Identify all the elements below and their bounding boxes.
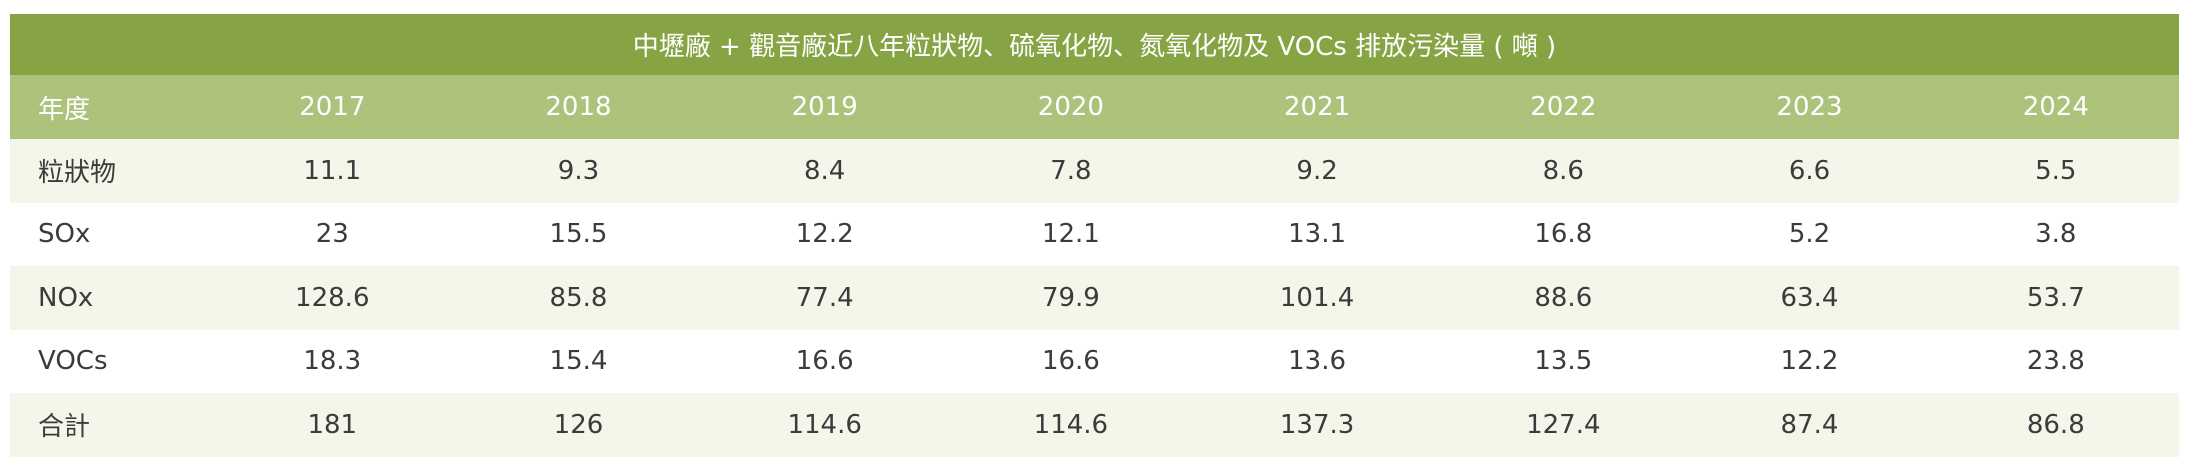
table-cell: 101.4 xyxy=(1193,266,1441,330)
table-cell: 137.3 xyxy=(1193,393,1441,457)
header-year: 2023 xyxy=(1686,75,1933,139)
emissions-table-container: 中壢廠 + 觀音廠近八年粒狀物、硫氧化物、氮氧化物及 VOCs 排放污染量 ( … xyxy=(10,14,2179,457)
row-label: 合計 xyxy=(10,393,210,457)
table-row: NOx 128.6 85.8 77.4 79.9 101.4 88.6 63.4… xyxy=(10,266,2179,330)
header-year: 2021 xyxy=(1193,75,1441,139)
header-year-label: 年度 xyxy=(10,75,210,139)
header-year: 2018 xyxy=(455,75,702,139)
table-cell: 11.1 xyxy=(209,139,456,203)
table-cell: 126 xyxy=(455,393,702,457)
table-cell: 18.3 xyxy=(209,329,456,393)
table-cell: 13.1 xyxy=(1193,202,1441,266)
header-year: 2017 xyxy=(209,75,456,139)
table-cell: 85.8 xyxy=(455,266,702,330)
table-cell: 8.4 xyxy=(701,139,948,203)
table-cell: 88.6 xyxy=(1440,266,1687,330)
table-cell: 5.5 xyxy=(1932,139,2179,203)
header-year: 2022 xyxy=(1440,75,1687,139)
table-cell: 9.2 xyxy=(1193,139,1441,203)
table-cell: 63.4 xyxy=(1686,266,1933,330)
table-cell: 87.4 xyxy=(1686,393,1933,457)
table-cell: 15.4 xyxy=(455,329,702,393)
table-cell: 16.6 xyxy=(701,329,948,393)
table-row-total: 合計 181 126 114.6 114.6 137.3 127.4 87.4 … xyxy=(10,393,2179,457)
table-cell: 13.5 xyxy=(1440,329,1687,393)
table-cell: 114.6 xyxy=(701,393,948,457)
table-cell: 5.2 xyxy=(1686,202,1933,266)
table-cell: 12.2 xyxy=(701,202,948,266)
table-cell: 86.8 xyxy=(1932,393,2179,457)
row-label: SOx xyxy=(10,202,210,266)
table-cell: 12.1 xyxy=(947,202,1194,266)
table-header-row: 年度 2017 2018 2019 2020 2021 2022 2023 20… xyxy=(10,75,2179,139)
emissions-table: 中壢廠 + 觀音廠近八年粒狀物、硫氧化物、氮氧化物及 VOCs 排放污染量 ( … xyxy=(10,14,2179,457)
table-cell: 6.6 xyxy=(1686,139,1933,203)
table-row: SOx 23 15.5 12.2 12.1 13.1 16.8 5.2 3.8 xyxy=(10,202,2179,266)
table-cell: 13.6 xyxy=(1193,329,1441,393)
row-label: VOCs xyxy=(10,329,210,393)
row-label: 粒狀物 xyxy=(10,139,210,203)
table-cell: 181 xyxy=(209,393,456,457)
table-cell: 7.8 xyxy=(947,139,1194,203)
table-cell: 77.4 xyxy=(701,266,948,330)
table-cell: 53.7 xyxy=(1932,266,2179,330)
table-title: 中壢廠 + 觀音廠近八年粒狀物、硫氧化物、氮氧化物及 VOCs 排放污染量 ( … xyxy=(10,14,2179,75)
table-cell: 15.5 xyxy=(455,202,702,266)
table-cell: 3.8 xyxy=(1932,202,2179,266)
table-cell: 79.9 xyxy=(947,266,1194,330)
table-cell: 9.3 xyxy=(455,139,702,203)
table-cell: 16.8 xyxy=(1440,202,1687,266)
table-cell: 23 xyxy=(209,202,456,266)
row-label: NOx xyxy=(10,266,210,330)
table-title-row: 中壢廠 + 觀音廠近八年粒狀物、硫氧化物、氮氧化物及 VOCs 排放污染量 ( … xyxy=(10,14,2179,75)
table-cell: 12.2 xyxy=(1686,329,1933,393)
header-year: 2024 xyxy=(1932,75,2179,139)
table-cell: 127.4 xyxy=(1440,393,1687,457)
table-row: VOCs 18.3 15.4 16.6 16.6 13.6 13.5 12.2 … xyxy=(10,329,2179,393)
table-cell: 23.8 xyxy=(1932,329,2179,393)
header-year: 2019 xyxy=(701,75,948,139)
table-row: 粒狀物 11.1 9.3 8.4 7.8 9.2 8.6 6.6 5.5 xyxy=(10,139,2179,203)
table-cell: 8.6 xyxy=(1440,139,1687,203)
header-year: 2020 xyxy=(947,75,1194,139)
table-cell: 114.6 xyxy=(947,393,1194,457)
table-cell: 16.6 xyxy=(947,329,1194,393)
table-cell: 128.6 xyxy=(209,266,456,330)
